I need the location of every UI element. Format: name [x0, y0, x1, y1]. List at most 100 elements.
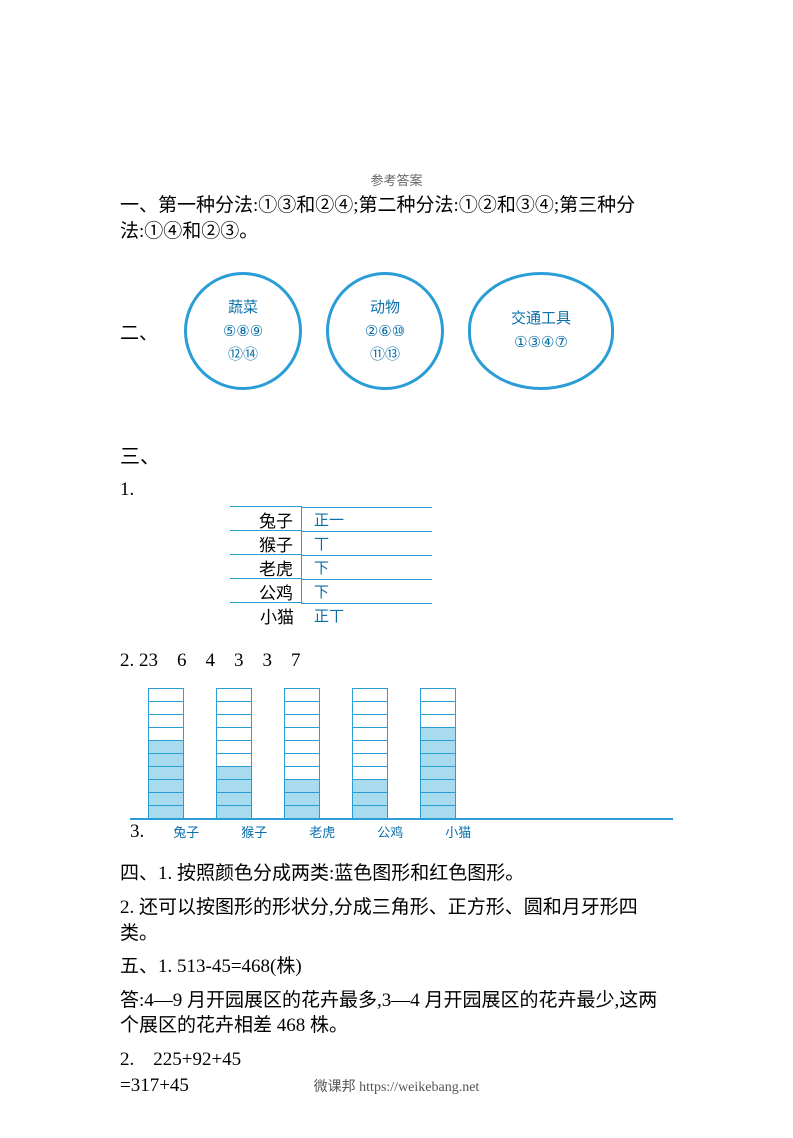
table-row: 公鸡 下 — [230, 579, 673, 603]
bar-segment — [352, 805, 388, 818]
bar-segment — [148, 779, 184, 792]
bar-segment — [148, 766, 184, 779]
bar-segment — [284, 779, 320, 792]
bar-segment — [148, 753, 184, 766]
bar-segment — [284, 688, 320, 701]
chart-label: 兔子 — [168, 822, 204, 841]
bar-segment — [420, 714, 456, 727]
bar — [420, 688, 456, 818]
bar-segment — [148, 805, 184, 818]
bar-segment — [284, 766, 320, 779]
circle-line: ⑫⑭ — [228, 344, 258, 367]
circle-title: 动物 — [370, 297, 400, 320]
chart-label: 老虎 — [304, 822, 340, 841]
circle-animal: 动物 ②⑥⑩ ⑪⑬ — [326, 272, 444, 390]
bar-segment — [352, 792, 388, 805]
circle-title: 蔬菜 — [228, 297, 258, 320]
page-content: 参考答案 一、第一种分法:①③和②④;第二种分法:①②和③④;第三种分法:①④和… — [0, 0, 793, 1138]
tally-marks: 正丅 — [302, 603, 432, 627]
bar-segment — [284, 740, 320, 753]
bar-column — [148, 688, 184, 818]
answer-4-1: 四、1. 按照颜色分成两类:蓝色图形和红色图形。 — [120, 861, 673, 887]
bar-segment — [284, 714, 320, 727]
q3-item-3: 3. — [130, 821, 144, 843]
bar — [352, 688, 388, 818]
answer-4-2: 2. 还可以按图形的形状分,分成三角形、正方形、圆和月牙形四类。 — [120, 895, 673, 946]
bar-segment — [352, 753, 388, 766]
tally-marks: 正一 — [302, 507, 432, 531]
bar-segment — [216, 792, 252, 805]
chart-label: 公鸡 — [372, 822, 408, 841]
bar-segment — [216, 740, 252, 753]
bar-segment — [352, 740, 388, 753]
bar-segment — [216, 753, 252, 766]
bar-segment — [148, 740, 184, 753]
bar-segment — [148, 701, 184, 714]
table-row: 小猫 正丅 — [230, 603, 673, 627]
chart-labels-row: 兔子 猴子 老虎 公鸡 小猫 — [150, 822, 476, 841]
bar-segment — [352, 727, 388, 740]
answer-2-row: 二、 蔬菜 ⑤⑧⑨ ⑫⑭ 动物 ②⑥⑩ ⑪⑬ 交通工具 ①③④⑦ — [120, 272, 673, 390]
circle-line: ②⑥⑩ — [365, 321, 405, 344]
bar-segment — [216, 688, 252, 701]
bar — [284, 688, 320, 818]
bar-column — [284, 688, 320, 818]
bar-segment — [420, 701, 456, 714]
answer-5-text: 答:4—9 月开园展区的花卉最多,3—4 月开园展区的花卉最少,这两个展区的花卉… — [120, 988, 673, 1039]
circle-vegetable: 蔬菜 ⑤⑧⑨ ⑫⑭ — [184, 272, 302, 390]
answer-5-2: 2. 225+92+45 — [120, 1047, 673, 1073]
chart-label: 猴子 — [236, 822, 272, 841]
bar-segment — [216, 766, 252, 779]
bar-segment — [420, 688, 456, 701]
answer-1: 一、第一种分法:①③和②④;第二种分法:①②和③④;第三种分法:①④和②③。 — [120, 193, 673, 244]
bar-segment — [216, 805, 252, 818]
bar-segment — [216, 701, 252, 714]
circle-title: 交通工具 — [511, 308, 571, 331]
q3-item-2: 2. 23 6 4 3 3 7 — [120, 645, 673, 672]
answer-5-1: 五、1. 513-45=468(株) — [120, 954, 673, 980]
table-row: 兔子 正一 — [230, 507, 673, 531]
table-row: 猴子 丅 — [230, 531, 673, 555]
bar-segment — [420, 792, 456, 805]
circle-line: ⑪⑬ — [370, 344, 400, 367]
bar-column — [352, 688, 388, 818]
bar-segment — [420, 766, 456, 779]
bar-segment — [352, 701, 388, 714]
bar-segment — [352, 714, 388, 727]
tally-name: 公鸡 — [230, 578, 302, 604]
q3-item-1: 1. — [120, 479, 673, 501]
table-row: 老虎 下 — [230, 555, 673, 579]
bar-segment — [148, 714, 184, 727]
tally-marks: 下 — [302, 555, 432, 579]
circle-line: ⑤⑧⑨ — [223, 321, 263, 344]
bar — [216, 688, 252, 818]
tally-name: 兔子 — [230, 506, 302, 532]
bar-segment — [216, 779, 252, 792]
bar-segment — [216, 727, 252, 740]
bar-segment — [284, 701, 320, 714]
bar-segment — [148, 792, 184, 805]
section-2-label: 二、 — [120, 318, 158, 345]
bar-segment — [420, 727, 456, 740]
bar-segment — [148, 688, 184, 701]
bar-segment — [352, 688, 388, 701]
bar-chart: 3. 兔子 猴子 老虎 公鸡 小猫 — [130, 680, 673, 843]
page-title: 参考答案 — [120, 170, 673, 189]
tally-name: 小猫 — [230, 602, 302, 628]
chart-label: 小猫 — [440, 822, 476, 841]
bar-column — [216, 688, 252, 818]
page-footer: 微课邦 https://weikebang.net — [0, 1076, 793, 1096]
tally-table: 兔子 正一 猴子 丅 老虎 下 公鸡 下 小猫 正丅 — [230, 507, 673, 627]
bar-segment — [284, 805, 320, 818]
circle-line: ①③④⑦ — [514, 332, 568, 355]
bar — [148, 688, 184, 818]
chart-bars — [130, 680, 673, 820]
bar-segment — [420, 805, 456, 818]
section-3-label: 三、 — [120, 440, 673, 469]
bar-segment — [284, 792, 320, 805]
bar-segment — [420, 740, 456, 753]
bar-segment — [352, 766, 388, 779]
bar-column — [420, 688, 456, 818]
bar-segment — [284, 727, 320, 740]
circle-transport: 交通工具 ①③④⑦ — [468, 272, 614, 390]
